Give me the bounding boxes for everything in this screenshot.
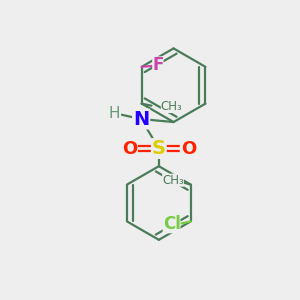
Text: O: O [122, 140, 137, 158]
Text: Cl: Cl [163, 215, 181, 233]
Text: F: F [152, 56, 164, 74]
Text: O: O [181, 140, 196, 158]
Text: CH₃: CH₃ [162, 174, 184, 187]
Text: CH₃: CH₃ [161, 100, 183, 113]
Text: N: N [133, 110, 149, 129]
Text: S: S [152, 139, 166, 158]
Text: H: H [109, 106, 120, 121]
